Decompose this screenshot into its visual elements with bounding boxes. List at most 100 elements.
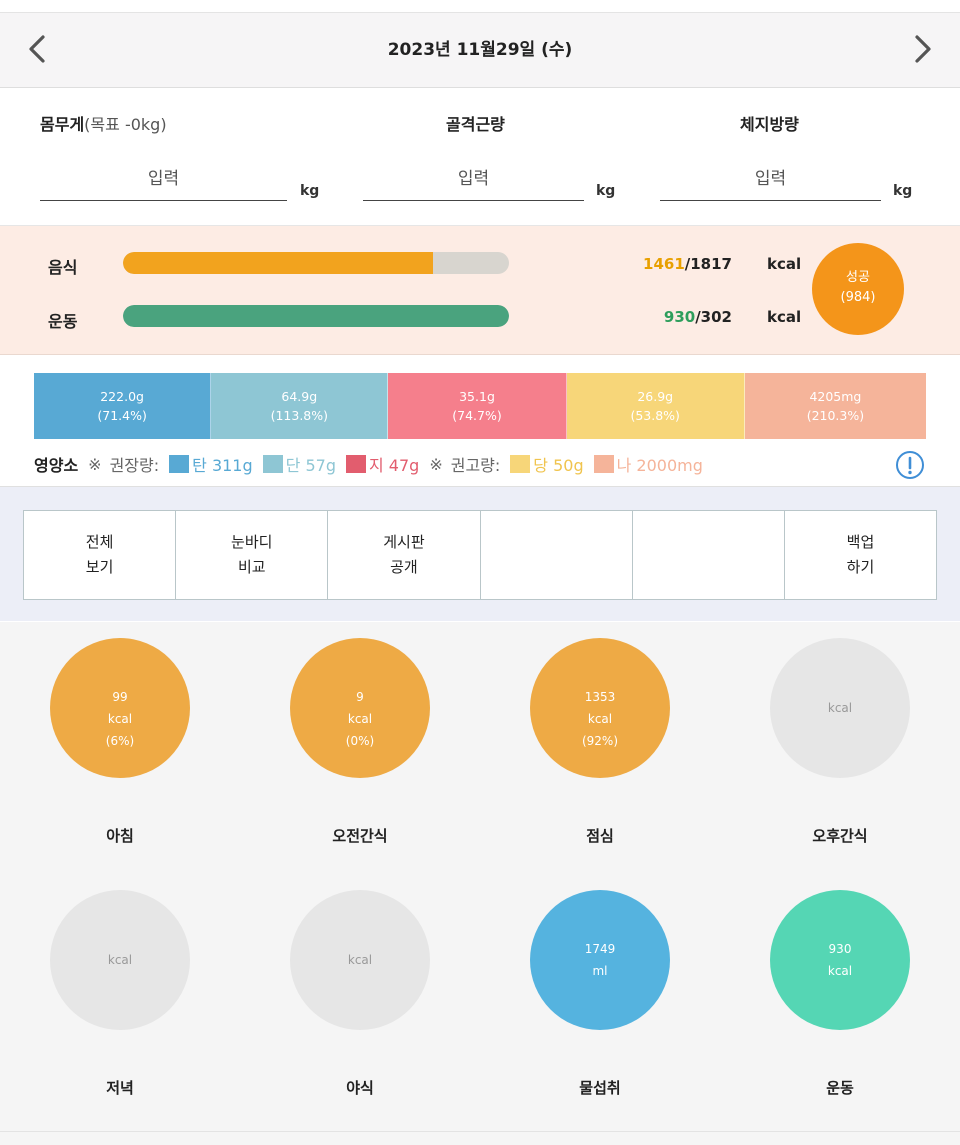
- protein-legend: 단 57g: [285, 456, 336, 475]
- carb-value: 222.0g: [100, 389, 144, 404]
- button-line: 보기: [85, 558, 114, 576]
- sodium-pct: (210.3%): [806, 408, 865, 423]
- weight-label: 몸무게(목표 -0kg): [40, 111, 167, 135]
- fat-pct: (74.7%): [452, 408, 502, 423]
- bottom-divider: [0, 1131, 960, 1132]
- status-value: (984): [840, 290, 876, 305]
- button-line: 눈바디: [231, 533, 273, 551]
- meal-value: 1749: [584, 942, 616, 956]
- meal-label: 물섭취: [579, 1079, 621, 1097]
- nutrient-legend: 영양소 ※ 권장량: 탄 311g 단 57g 지 47g ※ 권고량: 당 5…: [34, 452, 713, 476]
- carb-legend: 탄 311g: [192, 456, 253, 475]
- next-day-button[interactable]: [904, 31, 940, 67]
- meal-circle: kcal: [770, 638, 910, 778]
- board-share-button[interactable]: 게시판 공개: [328, 511, 481, 599]
- meal-circle: 9 kcal (0%): [290, 638, 430, 778]
- body-compare-button[interactable]: 눈바디 비교: [176, 511, 329, 599]
- meal-dinner[interactable]: kcal 저녁: [50, 890, 190, 1097]
- carb-box: 222.0g (71.4%): [34, 373, 212, 439]
- meal-percent: (0%): [345, 734, 375, 748]
- calorie-summary: 음식 1461/1817 kcal 운동 930/302 kcal 성공 (98…: [0, 226, 960, 355]
- meal-label: 운동: [826, 1079, 854, 1097]
- meal-label: 오전간식: [332, 827, 388, 845]
- food-progress-bar: [123, 252, 509, 274]
- exercise-progress-bar: [123, 305, 509, 327]
- meal-late-snack[interactable]: kcal 야식: [290, 890, 430, 1097]
- empty-button-2[interactable]: [633, 511, 785, 599]
- exercise-current: 930: [663, 308, 696, 326]
- prev-day-button[interactable]: [20, 31, 56, 67]
- backup-button[interactable]: 백업 하기: [785, 511, 936, 599]
- fat-box: 35.1g (74.7%): [388, 373, 567, 439]
- meal-unit: kcal: [107, 953, 133, 967]
- fat-value: 35.1g: [459, 389, 495, 404]
- meal-unit: kcal: [587, 712, 613, 726]
- fat-legend: 지 47g: [368, 456, 420, 475]
- weight-label-text: 몸무게: [40, 115, 85, 134]
- note-mark: ※: [88, 454, 102, 474]
- weight-unit: kg: [300, 183, 320, 199]
- empty-button-1[interactable]: [481, 511, 633, 599]
- meal-exercise[interactable]: 930 kcal 운동: [770, 890, 910, 1097]
- meal-unit: kcal: [827, 964, 853, 978]
- legend-title: 영양소: [34, 456, 79, 475]
- exercise-unit: kcal: [767, 308, 802, 326]
- nutrient-section: 222.0g (71.4%) 64.9g (113.8%) 35.1g (74.…: [0, 355, 960, 487]
- muscle-label: 골격근량: [446, 115, 505, 134]
- nutrient-bar: 222.0g (71.4%) 64.9g (113.8%) 35.1g (74.…: [34, 373, 926, 439]
- button-line: 전체: [85, 533, 114, 551]
- muscle-input[interactable]: [363, 158, 584, 201]
- food-calories: 1461/1817: [640, 255, 732, 273]
- date-bar: 2023년 11월29일 (수): [0, 13, 960, 88]
- button-line: 하기: [846, 558, 875, 576]
- chevron-right-icon: [915, 35, 931, 63]
- button-line: 게시판: [383, 533, 425, 551]
- protein-value: 64.9g: [281, 389, 318, 404]
- food-target: /1817: [684, 255, 732, 273]
- sodium-swatch: [593, 455, 614, 473]
- meal-label: 오후간식: [812, 827, 868, 845]
- body-measurements: 몸무게(목표 -0kg) 골격근량 체지방량 kg kg kg: [0, 88, 960, 226]
- info-button[interactable]: [895, 450, 925, 480]
- date-title: 2023년 11월29일 (수): [387, 40, 573, 60]
- meal-circle: 1353 kcal (92%): [530, 638, 670, 778]
- sugar-swatch: [510, 455, 531, 473]
- meal-value: 9: [356, 690, 364, 704]
- action-button-row: 전체 보기 눈바디 비교 게시판 공개 백업 하기: [23, 510, 937, 600]
- meal-lunch[interactable]: 1353 kcal (92%) 점심: [530, 638, 670, 845]
- meal-breakfast[interactable]: 99 kcal (6%) 아침: [50, 638, 190, 845]
- fat-input[interactable]: [660, 158, 881, 201]
- meal-unit: kcal: [347, 953, 373, 967]
- meal-morning-snack[interactable]: 9 kcal (0%) 오전간식: [290, 638, 430, 845]
- carb-swatch: [169, 455, 190, 473]
- food-unit: kcal: [767, 255, 802, 273]
- meal-percent: (92%): [581, 734, 619, 748]
- status-badge[interactable]: 성공 (984): [812, 243, 904, 335]
- protein-pct: (113.8%): [270, 408, 329, 423]
- muscle-unit: kg: [596, 183, 616, 199]
- fat-label: 체지방량: [740, 115, 799, 134]
- button-line: 비교: [237, 558, 266, 576]
- food-label: 음식: [48, 258, 78, 277]
- meal-label: 아침: [106, 827, 134, 845]
- note-mark-2: ※: [429, 454, 443, 474]
- meal-unit: kcal: [107, 712, 133, 726]
- status-strip: [0, 0, 960, 13]
- status-label: 성공: [846, 270, 870, 285]
- view-all-button[interactable]: 전체 보기: [24, 511, 177, 599]
- meal-circle: kcal: [290, 890, 430, 1030]
- meal-circle: 99 kcal (6%): [50, 638, 190, 778]
- food-progress-fill: [123, 252, 433, 274]
- meal-water[interactable]: 1749 ml 물섭취: [530, 890, 670, 1097]
- meal-value: 930: [828, 942, 852, 956]
- meal-label: 저녁: [106, 1079, 134, 1097]
- meal-circle: kcal: [50, 890, 190, 1030]
- food-current: 1461: [643, 255, 685, 273]
- button-line: 백업: [846, 533, 875, 551]
- exercise-progress-fill: [123, 305, 509, 327]
- meal-afternoon-snack[interactable]: kcal 오후간식: [770, 638, 910, 845]
- meal-unit: kcal: [827, 701, 853, 715]
- meal-grid: 99 kcal (6%) 아침 9 kcal (0%) 오전간식 1353 kc…: [0, 622, 960, 1145]
- sugar-value: 26.9g: [637, 389, 674, 404]
- weight-input[interactable]: [40, 158, 287, 201]
